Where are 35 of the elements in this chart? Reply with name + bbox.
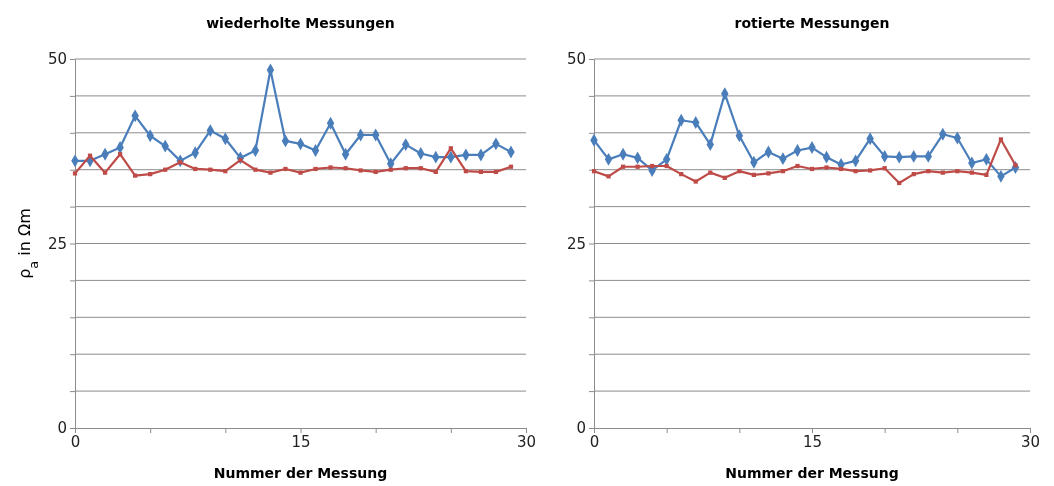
chart-title: wiederholte Messungen xyxy=(206,15,395,31)
x-axis-title: Nummer der Messung xyxy=(213,465,388,481)
point xyxy=(984,172,989,177)
point xyxy=(268,170,273,175)
point xyxy=(328,165,333,170)
x-tick-label: 15 xyxy=(291,432,311,451)
y-tick-label: 50 xyxy=(566,50,586,69)
point xyxy=(283,166,288,172)
point xyxy=(358,168,363,173)
x-tick-label: 0 xyxy=(589,432,600,451)
point xyxy=(998,137,1004,142)
x-tick-label: 30 xyxy=(1020,432,1041,451)
point xyxy=(868,168,873,173)
point xyxy=(343,166,348,171)
y-tick-label: 25 xyxy=(47,234,67,253)
point xyxy=(133,173,138,178)
point xyxy=(795,163,800,169)
point xyxy=(313,166,318,172)
x-tick-label: 30 xyxy=(516,432,537,451)
x-tick-label: 0 xyxy=(70,432,81,451)
y-tick-label: 0 xyxy=(57,419,67,438)
y-tick-label: 50 xyxy=(47,50,67,69)
point xyxy=(606,174,611,179)
point xyxy=(766,171,771,176)
point xyxy=(693,179,698,184)
point xyxy=(853,169,858,174)
x-axis-title: Nummer der Messung xyxy=(725,465,899,481)
y-tick-label: 0 xyxy=(576,419,586,438)
point xyxy=(824,165,829,170)
point xyxy=(253,167,258,172)
point xyxy=(635,164,640,169)
x-tick-label: 15 xyxy=(802,432,823,451)
point xyxy=(298,170,303,175)
chart-title: rotierte Messungen xyxy=(734,15,890,31)
y-tick-label: 25 xyxy=(566,234,586,253)
